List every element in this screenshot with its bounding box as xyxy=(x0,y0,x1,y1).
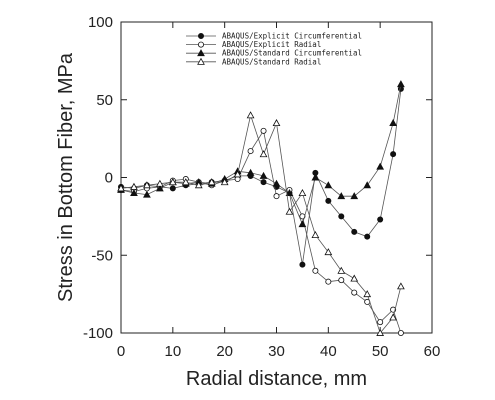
x-tick-label-1: 10 xyxy=(164,343,181,360)
series-1-point-22 xyxy=(397,329,404,336)
series-3-point-10 xyxy=(246,111,255,119)
series-2-point-3 xyxy=(155,184,164,192)
series-3-point-7 xyxy=(207,178,216,186)
series-3-point-14 xyxy=(298,189,307,197)
legend: ABAQUS/Explicit CircumferentialABAQUS/Ex… xyxy=(186,32,362,66)
series-2-point-18 xyxy=(350,192,359,200)
legend-marker-3 xyxy=(197,57,205,65)
series-2-point-20 xyxy=(376,162,385,170)
series-1-point-20 xyxy=(377,319,384,326)
series-3-point-3 xyxy=(155,179,164,187)
x-tick-label-4: 40 xyxy=(320,343,337,360)
series-2-point-19 xyxy=(363,181,372,189)
series-1-point-12 xyxy=(273,193,280,200)
series-0-point-21 xyxy=(390,151,397,158)
series-2-point-12 xyxy=(272,179,281,187)
x-axis-title: Radial distance, mm xyxy=(186,368,367,390)
series-3-point-15 xyxy=(311,231,320,238)
series-3 xyxy=(117,111,405,336)
x-tick-label-0: 0 xyxy=(117,343,125,360)
axis-ticks: 0 10 20 30 40 50 60 -100 -50 0 50 100 xyxy=(83,14,440,360)
series-2-point-22 xyxy=(397,80,405,88)
series-1-point-10 xyxy=(247,148,254,155)
series-1-point-18 xyxy=(351,289,358,296)
legend-label-3: ABAQUS/Standard Radial xyxy=(222,57,321,66)
series-3-point-20 xyxy=(376,328,385,336)
x-tick-label-2: 20 xyxy=(216,343,233,360)
series-2-point-13 xyxy=(285,189,294,197)
y-tick-label-1: -50 xyxy=(91,247,113,264)
legend-label-1: ABAQUS/Explicit Radial xyxy=(222,40,321,49)
series-3-point-12 xyxy=(272,119,281,127)
series-2-point-21 xyxy=(389,119,398,127)
series-2 xyxy=(117,80,405,228)
series-line-2 xyxy=(120,84,402,226)
y-tick-label-2: 0 xyxy=(105,170,113,187)
series-0-point-4 xyxy=(169,185,176,192)
series-3-point-16 xyxy=(324,248,333,256)
series-0-point-16 xyxy=(325,197,332,204)
series-1-point-14 xyxy=(299,213,306,220)
legend-marker-1 xyxy=(197,41,204,48)
series-3-point-0 xyxy=(117,184,125,192)
legend-label-2: ABAQUS/Standard Circumferential xyxy=(222,49,362,58)
y-axis-title: Stress in Bottom Fiber, MPa xyxy=(55,52,77,302)
series-line-1 xyxy=(120,129,402,334)
series-3-point-9 xyxy=(233,170,242,178)
series-1 xyxy=(118,127,404,336)
series-2-point-16 xyxy=(324,181,333,189)
series-2-point-15 xyxy=(311,173,320,181)
series-2-point-14 xyxy=(298,220,307,228)
series-1-point-17 xyxy=(338,277,345,284)
y-tick-label-4: 100 xyxy=(88,14,113,31)
x-tick-label-5: 50 xyxy=(372,343,389,360)
series-1-point-11 xyxy=(260,127,267,134)
series-3-point-8 xyxy=(220,178,229,186)
series-2-point-11 xyxy=(259,171,268,179)
plot-area xyxy=(120,21,433,334)
series-2-point-10 xyxy=(246,168,255,176)
x-tick-label-6: 60 xyxy=(424,343,441,360)
series-3-point-11 xyxy=(259,150,268,158)
series-3-point-21 xyxy=(389,313,398,321)
series-3-point-5 xyxy=(181,178,190,186)
series-2-point-1 xyxy=(130,189,138,197)
plot-frame xyxy=(120,21,433,334)
series-0-point-14 xyxy=(299,261,306,268)
series-3-point-4 xyxy=(168,178,177,186)
x-tick-label-3: 30 xyxy=(268,343,285,360)
series-3-point-19 xyxy=(363,290,372,298)
series-0-point-18 xyxy=(351,228,358,235)
series-0-point-11 xyxy=(260,179,267,186)
series-3-point-2 xyxy=(143,181,151,189)
series-3-point-18 xyxy=(350,274,359,282)
series-3-point-6 xyxy=(194,181,203,189)
series-3-point-13 xyxy=(285,207,294,215)
series-1-point-16 xyxy=(325,278,332,285)
series-1-point-15 xyxy=(312,267,319,274)
y-tick-label-0: -100 xyxy=(83,325,113,342)
series-3-point-1 xyxy=(130,182,138,190)
series-3-point-22 xyxy=(397,282,405,290)
legend-label-0: ABAQUS/Explicit Circumferential xyxy=(222,32,362,41)
series-2-point-2 xyxy=(143,190,151,198)
series-0-point-20 xyxy=(377,216,384,223)
series-layer xyxy=(117,80,405,336)
series-3-point-17 xyxy=(337,266,346,274)
series-line-3 xyxy=(120,113,402,334)
series-0-point-19 xyxy=(364,233,371,240)
legend-marker-2 xyxy=(197,49,205,57)
series-2-point-17 xyxy=(337,192,346,200)
series-0-point-17 xyxy=(338,213,345,220)
legend-marker-0 xyxy=(197,33,204,40)
y-tick-label-3: 50 xyxy=(96,92,113,109)
